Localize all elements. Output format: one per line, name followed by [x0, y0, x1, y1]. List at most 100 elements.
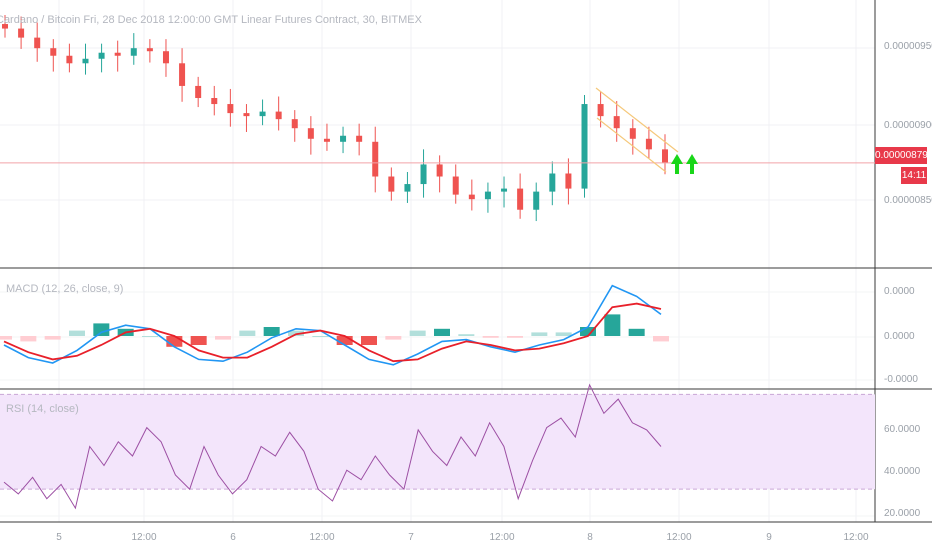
macd-signal-line	[3, 302, 662, 363]
time-axis-label: 6	[230, 532, 236, 543]
macd-histogram-bar	[239, 330, 256, 336]
price-candle	[436, 164, 443, 177]
macd-histogram-bar	[604, 314, 621, 336]
price-candle	[162, 51, 169, 64]
price-candle	[227, 104, 234, 114]
price-candle	[356, 135, 363, 142]
price-candle	[484, 191, 491, 200]
buy-arrow-icon	[686, 154, 698, 174]
price-candle	[372, 141, 379, 177]
rsi-title: RSI (14, close)	[6, 403, 79, 415]
price-candle	[243, 113, 250, 117]
price-candle	[130, 48, 137, 56]
time-axis-label: 7	[408, 532, 414, 543]
macd-histogram-bar	[312, 336, 329, 337]
macd-histogram-bar	[531, 332, 548, 336]
price-candle	[18, 28, 25, 38]
macd-histogram-bar	[20, 336, 37, 342]
price-candle	[597, 104, 604, 117]
macd-histogram-bar	[93, 323, 110, 336]
price-candle	[82, 58, 89, 64]
price-candle	[114, 52, 121, 56]
price-candle	[98, 52, 105, 59]
price-candle	[517, 188, 524, 210]
time-axis-label: 5	[56, 532, 62, 543]
price-axis-label: 0.00000850	[884, 195, 932, 206]
rsi-axis-label: 40.0000	[884, 466, 921, 477]
price-candle	[452, 176, 459, 195]
price-candle	[259, 111, 266, 117]
bar-countdown: 14:11	[901, 167, 927, 184]
price-candle	[275, 111, 282, 120]
macd-histogram-bar	[166, 336, 183, 347]
price-candle	[195, 85, 202, 99]
last-price-tag: 0.00000879	[875, 147, 928, 164]
macd-histogram-bar	[69, 330, 85, 336]
time-axis-label: 12:00	[309, 532, 335, 543]
price-candle	[291, 119, 298, 129]
chart-title: Cardano / Bitcoin Fri, 28 Dec 2018 12:00…	[0, 14, 422, 26]
price-candle	[613, 116, 620, 129]
macd-histogram-bar	[336, 336, 353, 345]
macd-histogram-bar	[263, 327, 280, 336]
macd-histogram-bar	[434, 328, 450, 336]
price-candle	[211, 98, 218, 105]
price-axis-label: 0.00000950	[884, 41, 932, 52]
macd-histogram-bar	[555, 332, 572, 336]
macd-histogram-bar	[44, 336, 61, 340]
price-candle	[404, 184, 411, 192]
macd-histogram-bar	[385, 336, 402, 340]
time-axis-label: 12:00	[489, 532, 515, 543]
rsi-line	[3, 383, 662, 510]
macd-histogram-bar	[190, 336, 207, 345]
macd-histogram-bar	[215, 336, 231, 340]
macd-line	[3, 284, 662, 366]
price-candle	[662, 149, 668, 163]
macd-histogram-bar	[409, 330, 426, 336]
trend-channel-line	[596, 117, 667, 173]
price-candle	[629, 128, 636, 139]
time-axis-label: 12:00	[666, 532, 692, 543]
price-candle	[388, 176, 395, 192]
rsi-axis-label: 60.0000	[884, 424, 921, 435]
price-candle	[307, 128, 314, 139]
rsi-axis-label: 20.0000	[884, 508, 921, 519]
price-candle	[66, 55, 73, 64]
macd-histogram-bar	[653, 336, 669, 342]
time-axis-label: 12:00	[131, 532, 157, 543]
macd-histogram-bar	[507, 336, 523, 338]
price-candle	[581, 104, 588, 189]
price-candle	[340, 135, 347, 142]
price-candle	[501, 188, 508, 192]
macd-histogram-bar	[628, 328, 645, 336]
trend-channel-line	[595, 87, 679, 153]
price-candle	[2, 24, 8, 29]
price-candle	[468, 194, 475, 200]
time-axis-label: 9	[766, 532, 772, 543]
price-candle	[146, 48, 153, 52]
rsi-band	[0, 394, 875, 490]
price-candle	[549, 173, 556, 192]
price-axis-label: 0.00000900	[884, 120, 932, 131]
macd-histogram-bar	[0, 336, 12, 340]
macd-histogram-bar	[361, 336, 377, 345]
price-candle	[50, 48, 57, 56]
price-candle	[420, 164, 427, 185]
macd-histogram-bar	[580, 327, 596, 336]
price-candle	[323, 138, 330, 142]
price-candle	[533, 191, 540, 210]
macd-axis-label: -0.0000	[884, 374, 918, 385]
price-candle	[179, 63, 186, 86]
time-axis-label: 8	[587, 532, 593, 543]
macd-title: MACD (12, 26, close, 9)	[6, 283, 124, 295]
price-candle	[34, 37, 41, 49]
price-candle	[565, 173, 572, 189]
macd-axis-label: 0.0000	[884, 286, 915, 297]
price-candle	[645, 138, 652, 150]
time-axis-label: 12:00	[843, 532, 869, 543]
macd-histogram-bar	[458, 334, 475, 336]
buy-arrow-icon	[671, 154, 683, 174]
macd-histogram-bar	[482, 336, 499, 338]
